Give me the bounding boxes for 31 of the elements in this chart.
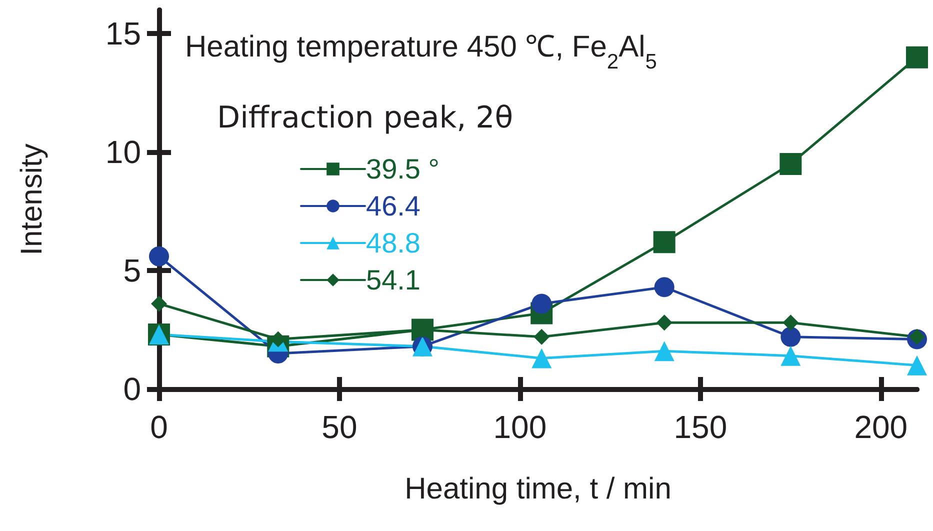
y-axis-title: Intensity: [16, 144, 48, 256]
point: [534, 328, 550, 345]
x-tick-label: 0: [150, 409, 168, 445]
legend-label: 54.1: [366, 264, 420, 296]
y-tick-label: 0: [123, 371, 141, 407]
legend-title: Diffraction peak, 2θ: [217, 100, 514, 136]
point: [532, 348, 552, 368]
point: [654, 277, 674, 298]
point: [151, 296, 167, 312]
point: [149, 246, 169, 266]
point: [906, 46, 928, 68]
x-tick-label: 150: [674, 409, 728, 445]
point: [780, 346, 801, 366]
y-tick-label: 5: [123, 252, 141, 289]
x-tick-label: 100: [493, 409, 547, 445]
legend-label: 48.8: [366, 228, 420, 258]
y-tick-label: 10: [105, 134, 141, 170]
x-tick-label: 50: [322, 409, 358, 445]
point: [654, 341, 674, 362]
x-tick-label: 200: [854, 409, 908, 445]
point: [780, 326, 801, 347]
legend-label: 46.4: [366, 190, 420, 222]
y-tick-label: 15: [105, 16, 141, 52]
point: [780, 152, 802, 175]
point: [656, 314, 672, 331]
x-axis-title: Heating time, t / min: [404, 472, 672, 506]
legend-label: 39.5 °: [366, 154, 440, 184]
point: [653, 231, 676, 254]
point: [782, 314, 799, 331]
point: [532, 294, 552, 314]
point: [907, 355, 927, 376]
